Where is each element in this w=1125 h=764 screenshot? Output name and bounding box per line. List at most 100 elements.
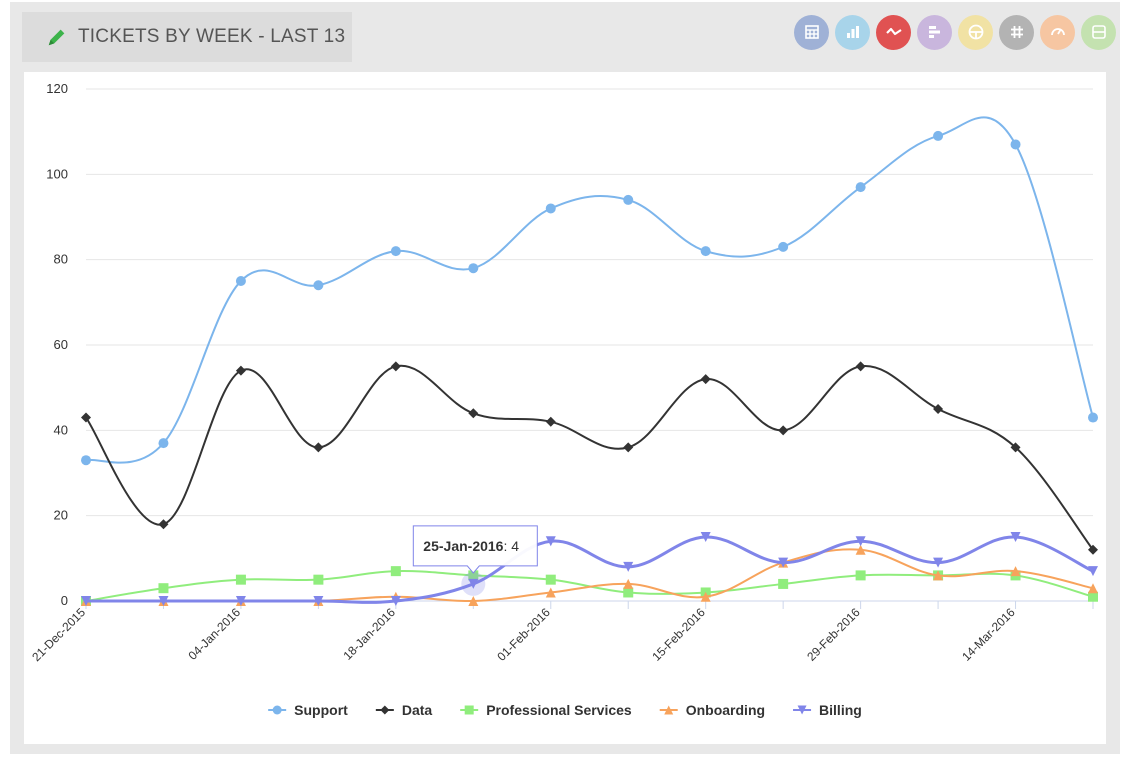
line-chart-button[interactable] <box>876 14 911 50</box>
tooltip-text: 25-Jan-2016: 4 <box>423 538 519 554</box>
data-point-professional-services <box>855 570 866 581</box>
steering-wheel-icon <box>968 24 983 40</box>
data-point-billing <box>235 596 246 606</box>
table-icon <box>804 25 819 39</box>
legend-item-billing[interactable]: Billing <box>793 702 862 718</box>
widget-tab: TICKETS BY WEEK - LAST 13 <box>22 12 352 62</box>
data-point-support <box>81 455 91 466</box>
bar-chart-button[interactable] <box>835 14 870 50</box>
y-tick-label: 100 <box>46 166 68 181</box>
line-chart-icon <box>885 27 902 36</box>
data-point-onboarding <box>933 570 944 581</box>
data-point-billing <box>468 578 479 589</box>
panel-view-button[interactable] <box>1081 14 1116 50</box>
data-point-billing <box>1088 566 1098 577</box>
data-point-professional-services <box>235 574 246 585</box>
legend-label: Billing <box>819 702 862 718</box>
legend-item-professional-services[interactable]: Professional Services <box>460 702 632 718</box>
data-point-professional-services <box>468 570 479 581</box>
series-data <box>81 361 1098 555</box>
hash-icon <box>1010 26 1023 38</box>
data-point-support <box>545 203 556 214</box>
legend-symbol <box>272 705 282 715</box>
data-point-professional-services <box>390 566 401 577</box>
data-point-data <box>390 361 401 372</box>
data-point-onboarding <box>700 591 711 602</box>
y-tick-label: 120 <box>46 81 68 96</box>
x-tick-label: 18-Jan-2016 <box>340 605 398 663</box>
data-point-onboarding <box>1088 583 1098 594</box>
data-point-billing <box>855 536 866 547</box>
data-point-data <box>81 412 91 423</box>
data-point-professional-services <box>545 574 556 585</box>
series-line-data <box>85 364 1094 551</box>
tooltip-date: 25-Jan-2016 <box>423 538 503 554</box>
number-view-button[interactable] <box>999 14 1034 50</box>
y-tick-label: 80 <box>54 252 68 267</box>
data-point-billing <box>1010 532 1021 542</box>
chart-type-toolbar <box>794 12 1116 52</box>
data-point-professional-services <box>778 578 789 589</box>
y-tick-label: 60 <box>54 337 68 352</box>
series-line-billing <box>86 535 1094 604</box>
line-chart: 0 20 40 60 80 100 120 21-Dec-2015 04-Jan-2016 18-… <box>29 81 1098 718</box>
y-tick-label: 0 <box>61 593 68 608</box>
data-point-data <box>855 361 866 372</box>
legend-item-onboarding[interactable]: Onboarding <box>659 702 765 718</box>
data-point-data <box>1088 544 1098 555</box>
legend-symbol <box>380 705 390 715</box>
legend: Support Data Professional Services Onboardi… <box>268 702 862 718</box>
data-point-data <box>700 374 711 385</box>
data-point-support <box>933 130 944 141</box>
data-point-data <box>468 408 479 419</box>
data-point-billing <box>81 596 91 606</box>
chart-area: 0 20 40 60 80 100 120 21-Dec-2015 04-Jan-2016 18-… <box>24 72 1106 744</box>
legend-item-support[interactable]: Support <box>268 702 348 718</box>
data-point-support <box>468 263 479 274</box>
data-point-professional-services <box>158 583 169 594</box>
gauge-view-button[interactable] <box>1040 14 1075 50</box>
data-point-professional-services <box>623 587 634 598</box>
data-point-support <box>700 246 711 257</box>
data-point-support <box>390 246 401 257</box>
gauge-icon <box>1050 28 1065 36</box>
legend-symbol <box>797 705 807 715</box>
series-support <box>81 116 1098 466</box>
y-tick-label: 40 <box>54 422 68 437</box>
y-tick-label: 20 <box>54 508 68 523</box>
pencil-icon[interactable] <box>46 26 68 48</box>
horizontal-bar-button[interactable] <box>917 14 952 50</box>
data-point-professional-services <box>1088 591 1098 602</box>
data-point-professional-services <box>313 574 324 585</box>
data-point-data <box>933 404 944 414</box>
data-point-data <box>623 442 634 453</box>
data-point-billing <box>700 532 711 542</box>
data-point-onboarding <box>1010 566 1021 577</box>
table-view-button[interactable] <box>794 14 829 50</box>
data-point-billing <box>313 596 324 606</box>
x-tick-label: 04-Jan-2016 <box>185 605 243 663</box>
horizontal-bar-icon <box>928 26 940 38</box>
x-tick-label: 14-Mar-2016 <box>959 605 1018 664</box>
data-point-billing <box>623 561 634 572</box>
steering-view-button[interactable] <box>958 14 993 50</box>
x-tick-label: 15-Feb-2016 <box>649 605 708 664</box>
widget-title: TICKETS BY WEEK - LAST 13 <box>78 26 346 47</box>
x-tick-label: 29-Feb-2016 <box>804 605 863 664</box>
data-point-onboarding <box>855 544 866 555</box>
data-point-support <box>855 182 866 193</box>
legend-label: Data <box>402 702 433 718</box>
legend-label: Support <box>294 702 348 718</box>
data-point-support <box>158 438 169 449</box>
legend-item-data[interactable]: Data <box>375 702 433 718</box>
legend-symbol <box>464 705 474 715</box>
tooltip-value: : 4 <box>503 538 519 554</box>
bar-chart-icon <box>846 26 859 38</box>
data-point-support <box>235 276 246 286</box>
data-point-data <box>158 519 169 530</box>
data-point-support <box>313 280 324 291</box>
data-point-data <box>313 442 324 453</box>
widget-panel: TICKETS BY WEEK - LAST 13 0 20 40 60 80 100 12… <box>10 2 1120 754</box>
data-point-billing <box>545 536 556 547</box>
data-point-data <box>778 425 789 436</box>
